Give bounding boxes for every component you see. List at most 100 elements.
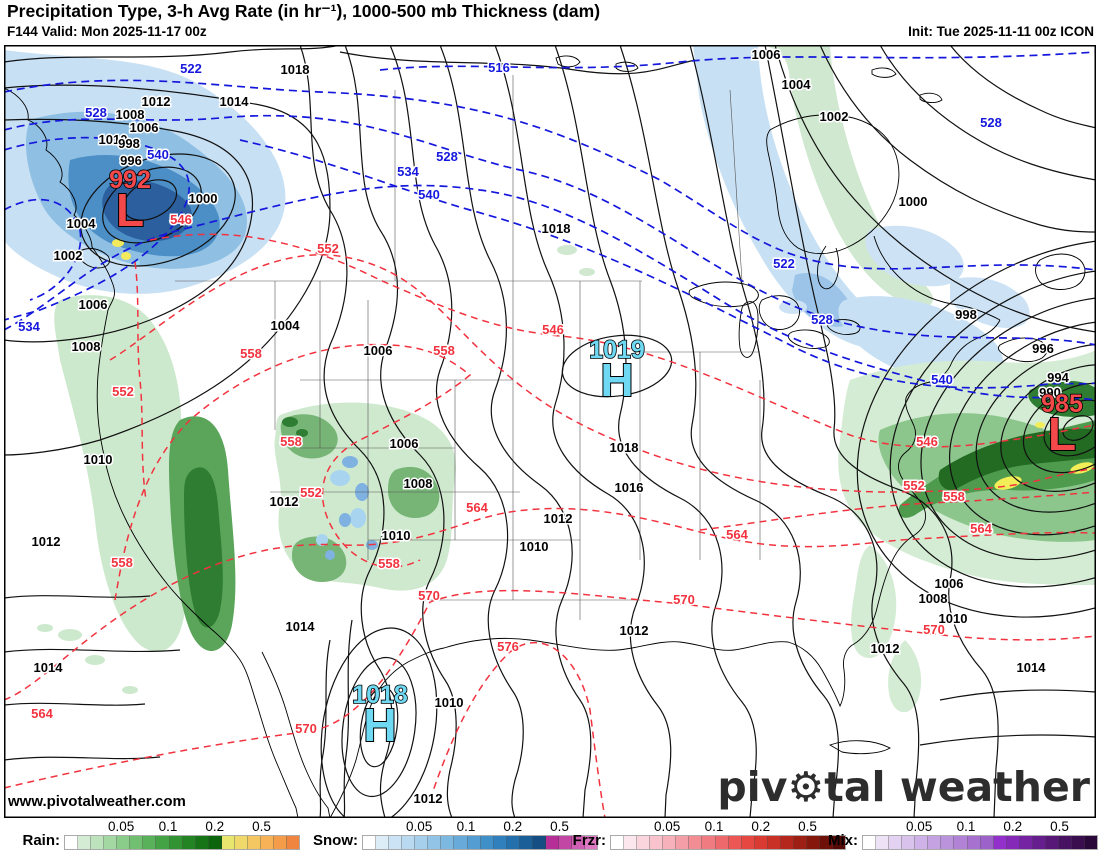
forecast-map[interactable]: 1018 1012 1014 1010 1008 1006 998 996 1000 1004 10… [4, 45, 1096, 818]
legend-color-cell [441, 836, 455, 849]
legend-color-cell [130, 836, 144, 849]
pressure-center-letter: H [600, 354, 633, 406]
contour-label: 522 [180, 61, 202, 76]
legend-scale-label: Rain: [22, 832, 61, 849]
legend-color-cell [889, 836, 903, 849]
legend-scale-rain: Rain: 0.05 0.1 0.2 0.5 [10, 819, 300, 850]
legend-color-cell [91, 836, 105, 849]
contour-label: 1018 [610, 440, 639, 455]
contour-label: 558 [240, 346, 262, 361]
watermark-url: www.pivotalweather.com [8, 793, 186, 810]
legend-color-cell [715, 836, 729, 849]
contour-label: 558 [943, 489, 965, 504]
contour-label: 1014 [286, 619, 316, 634]
contour-label: 1004 [67, 216, 97, 231]
contour-label: 534 [397, 164, 419, 179]
thickness-cold [4, 51, 1096, 401]
legend-color-cell [741, 836, 755, 849]
contour-label: 576 [497, 639, 519, 654]
pressure-center-letter: H [363, 699, 396, 751]
legend-color-cell [287, 836, 300, 849]
legend-colorbar: 0.05 0.1 0.2 0.5 [610, 819, 846, 850]
legend-scale-frzr: Frzr: 0.05 0.1 0.2 0.5 [556, 819, 846, 850]
legend-scale-label: Snow: [313, 832, 358, 849]
legend-color-cell [65, 836, 79, 849]
contour-label: 558 [378, 556, 400, 571]
contour-label: 552 [300, 485, 322, 500]
contour-label: 558 [433, 343, 455, 358]
legend-colorbar: 0.05 0.1 0.2 0.5 [64, 819, 300, 850]
pressure-center-letter: L [1048, 408, 1076, 460]
legend-scale-label: Frzr: [572, 832, 606, 849]
legend-color-cell [78, 836, 92, 849]
contour-label: 546 [542, 322, 564, 337]
legend-color-cell [806, 836, 820, 849]
contour-label: 990 [1039, 385, 1061, 400]
contour-label: 1000 [189, 191, 218, 206]
contour-label: 1010 [939, 611, 968, 626]
legend-color-cells [610, 835, 846, 850]
pressure-center-value: 992 [109, 166, 151, 194]
contour-label: 1012 [32, 534, 61, 549]
contour-label: 1018 [281, 62, 310, 77]
legend-color-cell [689, 836, 703, 849]
contour-label: 1016 [615, 480, 644, 495]
legend-color-cell [902, 836, 916, 849]
contour-label: 1010 [382, 528, 411, 543]
legend-tick: 0.2 [205, 819, 225, 834]
legend-color-cell [993, 836, 1007, 849]
legend-scale-mix: Mix: 0.05 0.1 0.2 0.5 [808, 819, 1098, 850]
legend-color-cell [980, 836, 994, 849]
legend-color-cell [428, 836, 442, 849]
contour-label: 558 [111, 555, 133, 570]
legend-color-cell [624, 836, 638, 849]
contour-label: 1014 [220, 94, 250, 109]
legend-color-cells [862, 835, 1098, 850]
legend-colorbar: 0.05 0.1 0.2 0.5 [362, 819, 598, 850]
contour-label: 1008 [919, 591, 948, 606]
legend-color-cell [143, 836, 157, 849]
legend-color-cell [363, 836, 377, 849]
contour-label: 540 [931, 372, 953, 387]
legend-color-cell [915, 836, 929, 849]
legend-color-cells [362, 835, 598, 850]
legend-color-cell [928, 836, 942, 849]
legend-tick: 0.2 [751, 819, 771, 834]
contour-label: 1010 [435, 695, 464, 710]
contour-label: 1012 [871, 641, 900, 656]
legend-color-cell [274, 836, 288, 849]
contour-label: 994 [1047, 370, 1069, 385]
contour-label: 552 [112, 384, 134, 399]
legend-color-cell [117, 836, 131, 849]
legend-color-cell [1032, 836, 1046, 849]
legend-color-cell [402, 836, 416, 849]
contour-label: 528 [85, 105, 107, 120]
contour-label: 1012 [620, 623, 649, 638]
legend-scale-label: Mix: [828, 832, 858, 849]
legend-color-cell [820, 836, 834, 849]
pivotal-weather-logo: piv⚙tal weather [717, 763, 1090, 811]
legend-color-cell [454, 836, 468, 849]
legend-color-cell [793, 836, 807, 849]
contour-label: 1008 [116, 107, 145, 122]
legend-color-cell [833, 836, 846, 849]
legend-color-cell [480, 836, 494, 849]
legend-color-cell [156, 836, 170, 849]
legend-tick: 0.05 [108, 819, 135, 834]
contour-label: 1006 [752, 47, 781, 62]
legend-color-cell [234, 836, 248, 849]
legend-color-cell [532, 836, 546, 849]
contour-label: 1004 [782, 77, 812, 92]
precip-mixed-rockies [274, 402, 456, 591]
legend-tick: 0.05 [654, 819, 681, 834]
legend-tick: 0.5 [798, 819, 817, 834]
legend-color-cell [780, 836, 794, 849]
contour-label: 528 [980, 115, 1002, 130]
legend-color-cell [221, 836, 235, 849]
contour-label: 516 [488, 60, 510, 75]
legend-color-cell [1072, 836, 1086, 849]
contour-label: 1010 [99, 132, 128, 147]
